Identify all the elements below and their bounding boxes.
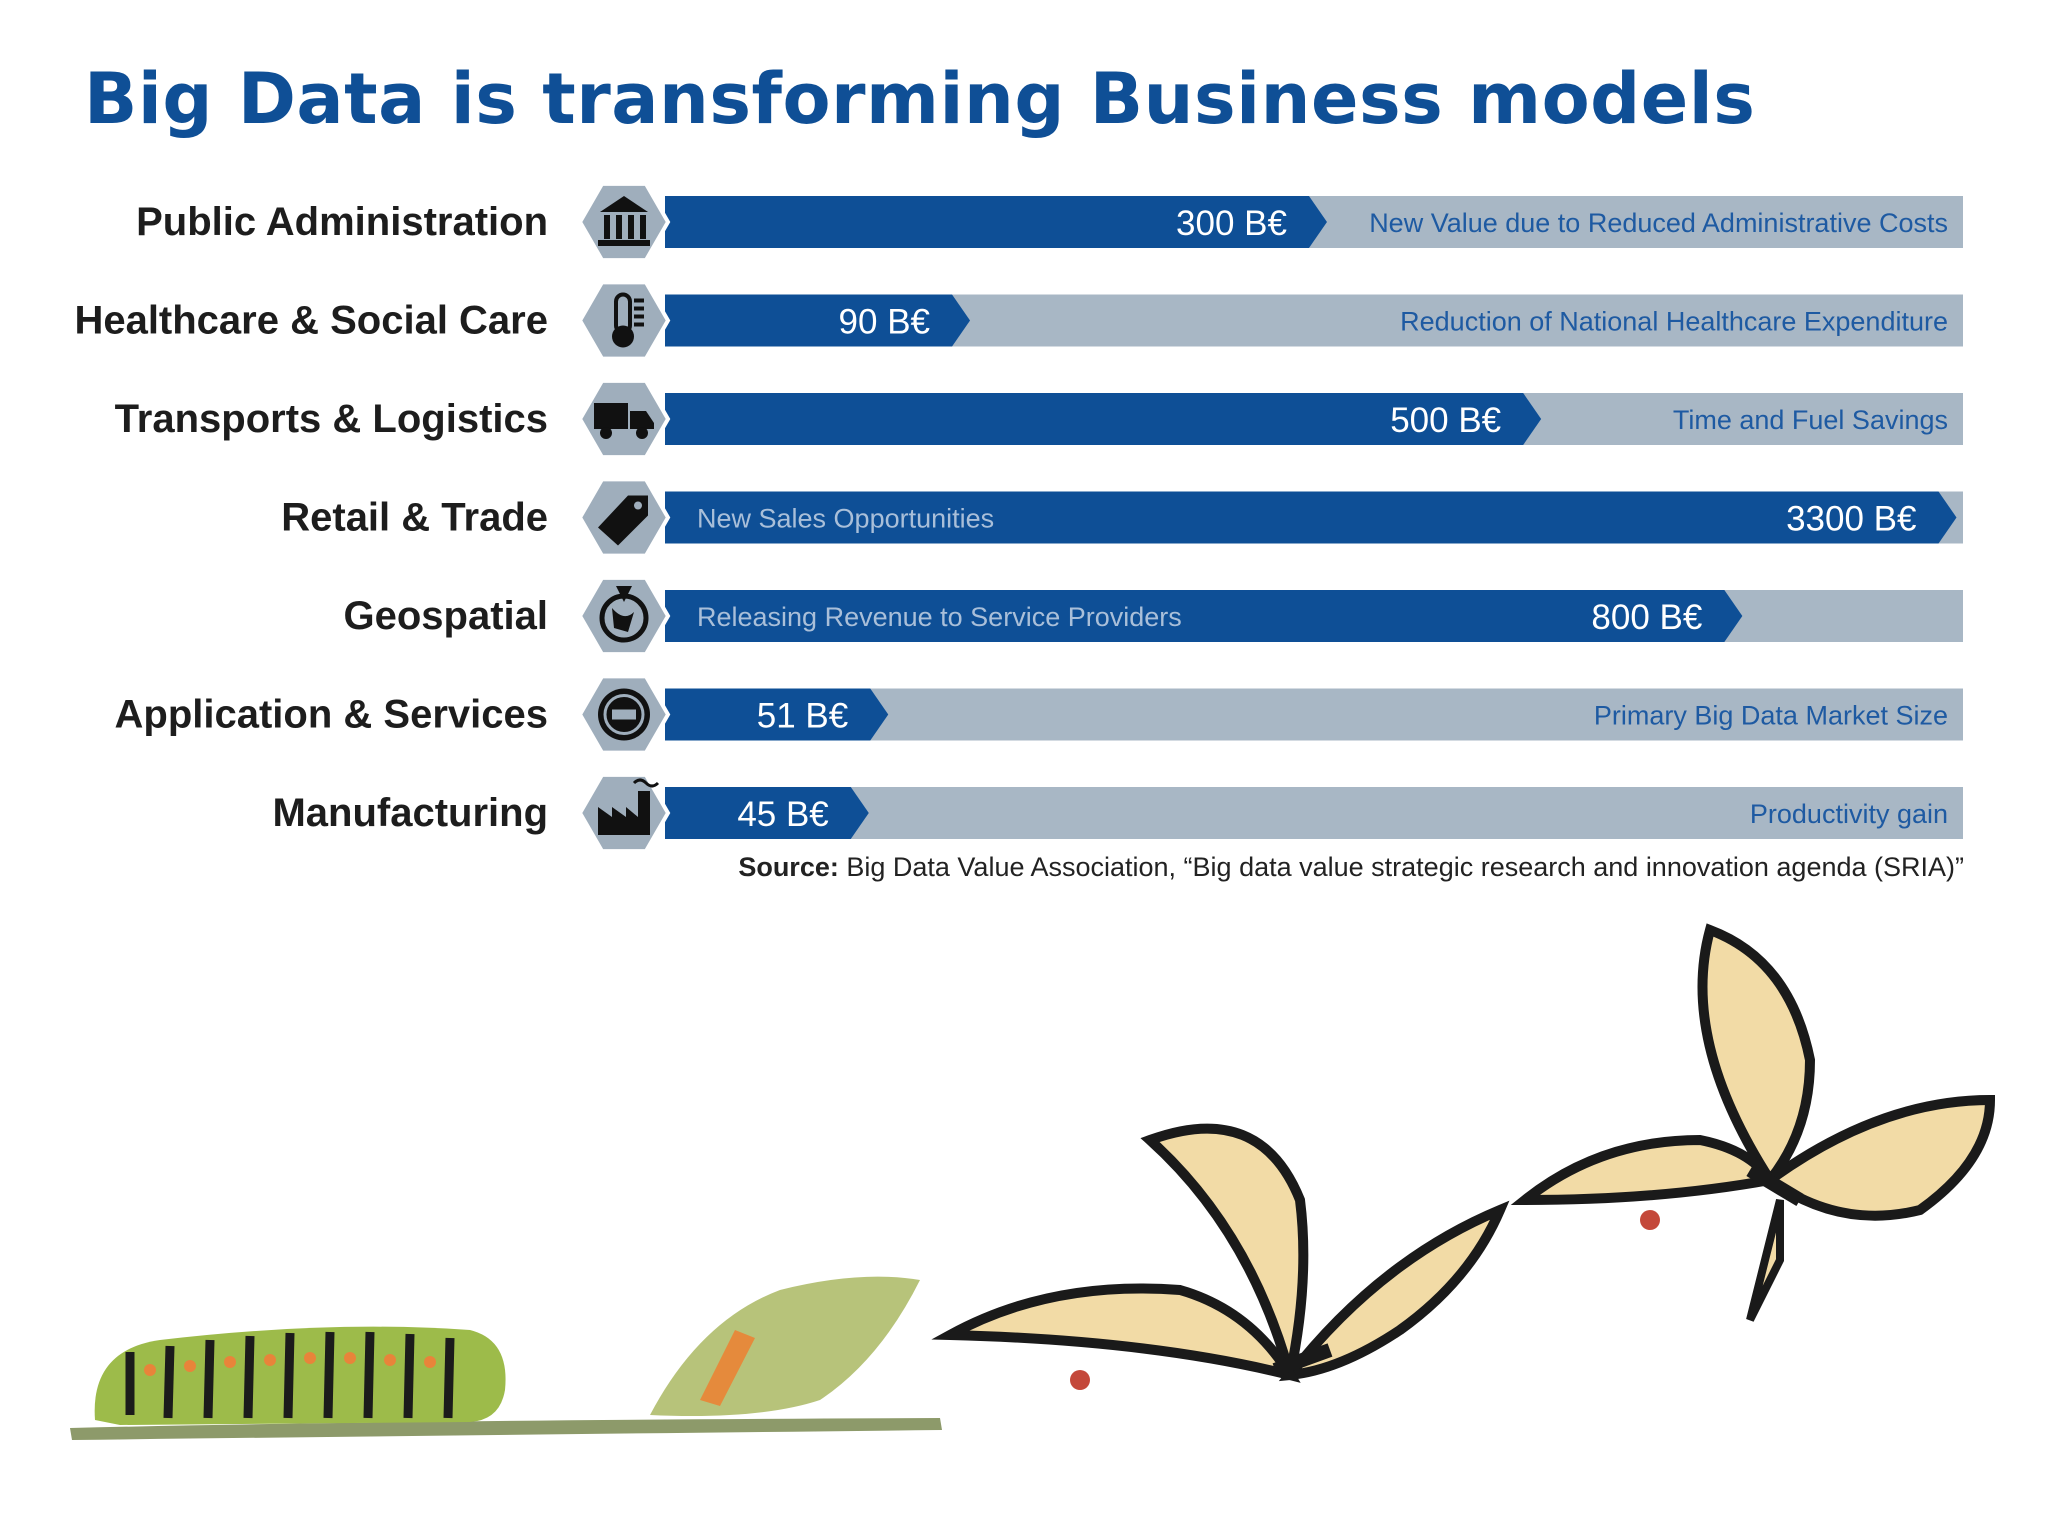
bar bbox=[665, 294, 971, 347]
bar bbox=[665, 196, 1327, 248]
bar-description: New Sales Opportunities bbox=[697, 504, 994, 534]
value-label: 500 B€ bbox=[1390, 401, 1501, 440]
globe-icon bbox=[599, 586, 649, 643]
caterpillar-image bbox=[94, 1326, 506, 1425]
value-label: 51 B€ bbox=[757, 697, 848, 736]
chart-row: Manufacturing 45 B€ Productivity gain bbox=[272, 772, 1963, 854]
bank-icon bbox=[598, 196, 650, 246]
bar bbox=[665, 393, 1542, 445]
category-label: Transports & Logistics bbox=[115, 397, 548, 441]
butterfly-image bbox=[931, 1123, 1510, 1390]
chart-row: Application & Services 51 B€ Primary Big D… bbox=[115, 674, 1963, 755]
sale-badge-icon bbox=[598, 688, 650, 741]
category-label: Healthcare & Social Care bbox=[74, 299, 548, 343]
value-label: 90 B€ bbox=[839, 303, 930, 342]
source-label: Source: bbox=[738, 852, 839, 882]
twig bbox=[70, 1418, 942, 1440]
chart-row: Retail & Trade 3300 B€ New Sales Opportuni… bbox=[281, 477, 1963, 558]
source-note: Source: Big Data Value Association, “Big… bbox=[738, 852, 1964, 883]
bar-description: Reduction of National Healthcare Expendi… bbox=[1400, 307, 1948, 337]
slide-title: Big Data is transforming Business models bbox=[84, 58, 1756, 140]
category-label: Public Administration bbox=[136, 200, 548, 244]
bar-track bbox=[665, 787, 1963, 839]
bar-description: Primary Big Data Market Size bbox=[1594, 701, 1948, 731]
category-label: Geospatial bbox=[343, 594, 548, 638]
chart-row: Geospatial 800 B€ Releasing Revenue to Ser… bbox=[343, 575, 1963, 657]
factory-icon bbox=[598, 778, 660, 835]
bar-description: Productivity gain bbox=[1750, 799, 1948, 829]
category-label: Manufacturing bbox=[272, 791, 548, 835]
chart-svg: Public Administration 300 B€ New Value due… bbox=[74, 181, 1963, 854]
chrysalis-image bbox=[650, 1276, 920, 1416]
chart-row: Transports & Logistics 500 B€ Time and Fue… bbox=[115, 378, 1963, 460]
bar-description: Time and Fuel Savings bbox=[1673, 405, 1948, 435]
metamorphosis-illustration bbox=[70, 923, 1996, 1440]
hexagon-badge bbox=[577, 575, 671, 657]
price-tag-icon bbox=[598, 495, 648, 546]
category-label: Retail & Trade bbox=[281, 496, 548, 540]
bar bbox=[665, 590, 1743, 642]
truck-icon bbox=[594, 403, 654, 439]
hexagon-badge bbox=[577, 280, 671, 361]
bar bbox=[665, 491, 1957, 544]
bar-description: Releasing Revenue to Service Providers bbox=[697, 602, 1182, 632]
bar-description: New Value due to Reduced Administrative … bbox=[1369, 208, 1948, 238]
hexagon-badge bbox=[577, 181, 671, 263]
value-label: 45 B€ bbox=[737, 795, 828, 834]
value-label: 800 B€ bbox=[1591, 598, 1702, 637]
value-label: 3300 B€ bbox=[1786, 500, 1916, 539]
chart-row: Public Administration 300 B€ New Value due… bbox=[136, 181, 1963, 263]
chart-row: Healthcare & Social Care 90 B€ Reduction o… bbox=[74, 280, 1963, 361]
value-label: 300 B€ bbox=[1176, 204, 1287, 243]
bar bbox=[665, 688, 889, 741]
butterfly-image bbox=[1510, 923, 1996, 1322]
bar bbox=[665, 787, 869, 839]
category-label: Application & Services bbox=[115, 693, 548, 737]
thermometer-icon bbox=[612, 292, 644, 348]
source-text: Big Data Value Association, “Big data va… bbox=[846, 852, 1964, 882]
